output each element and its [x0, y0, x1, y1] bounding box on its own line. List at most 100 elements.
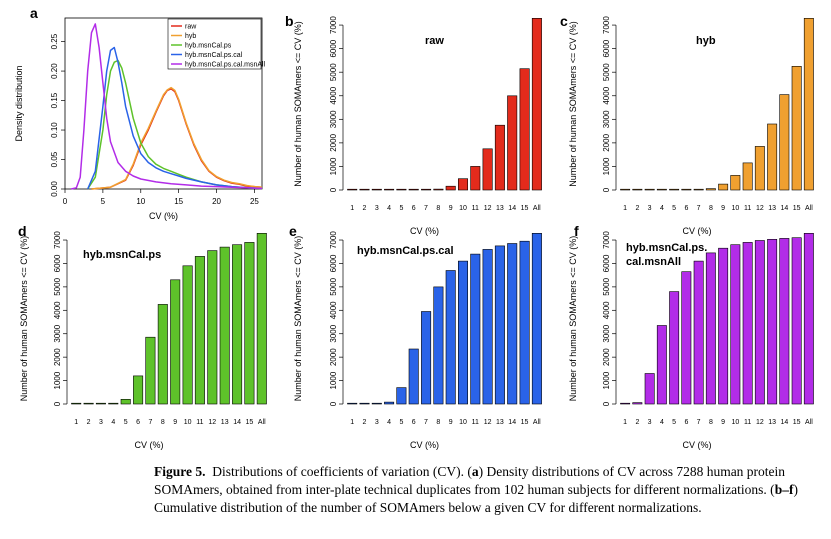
bar: [754, 146, 765, 191]
bar: [194, 256, 205, 405]
x-tick-label: 1: [350, 419, 354, 426]
x-tick-label: 14: [781, 419, 789, 426]
series-line: [87, 59, 263, 190]
x-tick-label: 5: [672, 205, 676, 212]
bar: [359, 188, 370, 191]
y-tick-label: 0.25: [50, 33, 59, 49]
bar: [470, 253, 481, 405]
panel-a: a 0.00 0.05 0.10 0.15 0.20 0.25 0 5 10 15 20 25 Densi…: [14, 5, 266, 221]
x-tick-label: 15: [521, 205, 529, 212]
y-tick-label: 5000: [329, 63, 338, 81]
x-tick-label: 13: [768, 205, 776, 212]
bar: [519, 68, 530, 191]
y-tick-label: 0.10: [50, 122, 59, 138]
bar: [620, 402, 631, 405]
bar: [730, 175, 741, 191]
x-tick-label: All: [533, 205, 541, 212]
x-tick-label: All: [258, 419, 266, 426]
x-tick-label: 3: [375, 205, 379, 212]
y-tick-label: 0.15: [50, 92, 59, 108]
y-tick-label: 0: [53, 401, 62, 406]
bar: [108, 402, 119, 405]
y-axis-title: Number of human SOMAmers <= CV (%): [293, 21, 303, 187]
bar: [408, 188, 419, 191]
panel-title: hyb: [696, 35, 716, 47]
x-tick-label: 4: [660, 419, 664, 426]
bar: [507, 243, 518, 405]
bar: [347, 188, 358, 191]
x-tick-label: 12: [484, 419, 492, 426]
x-tick-label: 5: [672, 419, 676, 426]
y-tick-label: 3000: [329, 110, 338, 128]
x-tick-label: 8: [709, 419, 713, 426]
x-tick-label: 7: [697, 419, 701, 426]
bar: [779, 238, 790, 405]
x-tick-label: 12: [756, 205, 764, 212]
y-tick-label: 5000: [53, 277, 62, 295]
bar: [371, 188, 382, 191]
panel-e: e 0 1000 2000 3000 4000 5000 6000 7000 Number of …: [289, 223, 542, 450]
x-axis-title: CV (%): [410, 440, 439, 450]
panel-title: hyb.msnCal.ps: [83, 249, 161, 261]
bar: [791, 237, 802, 405]
x-tick-label: 7: [148, 419, 152, 426]
bar: [669, 291, 680, 405]
x-tick-label: 12: [484, 205, 492, 212]
bar: [421, 188, 432, 191]
x-tick-label: 6: [412, 205, 416, 212]
y-tick-label: 2000: [329, 133, 338, 151]
x-tick-label: 6: [684, 205, 688, 212]
x-tick-label: 14: [233, 419, 241, 426]
y-tick-label: 0: [602, 401, 611, 406]
panel-title: raw: [425, 35, 444, 47]
x-tick-label: 1: [350, 205, 354, 212]
bar: [754, 240, 765, 405]
panel-c: c 0 1000 2000 3000 4000 5000 6000 7000 Number of …: [560, 13, 814, 236]
bar: [408, 348, 419, 405]
y-tick-label: 3000: [53, 324, 62, 342]
bar: [95, 402, 106, 405]
x-axis-title: CV (%): [149, 211, 178, 221]
panel-b: b 0 1000 2000 3000 4000 5000 6000 7000 Number of …: [285, 13, 542, 236]
x-tick-label: 11: [744, 205, 751, 212]
caption-label: Figure 5.: [154, 464, 206, 479]
x-tick-label: 2: [87, 419, 91, 426]
bar: [384, 401, 395, 405]
y-tick-label: 4000: [329, 301, 338, 319]
x-tick-label: 14: [781, 205, 789, 212]
panel-letter-a: a: [30, 5, 38, 21]
legend-label: hyb: [185, 33, 196, 40]
x-tick-label: 9: [173, 419, 177, 426]
x-tick-label: All: [805, 205, 813, 212]
x-tick-label: 8: [436, 419, 440, 426]
x-tick-label: 7: [424, 205, 428, 212]
x-tick-label: 11: [196, 419, 203, 426]
bar: [433, 188, 444, 191]
x-axis-title: CV (%): [410, 226, 439, 236]
x-tick-label: 15: [521, 419, 529, 426]
bar: [519, 240, 530, 405]
x-tick-label: 10: [459, 419, 467, 426]
bar: [207, 250, 218, 405]
legend-box: [167, 18, 262, 70]
bar: [470, 166, 481, 191]
bar: [384, 188, 395, 191]
y-tick-label: 2000: [53, 348, 62, 366]
bar: [742, 162, 753, 191]
panel-letter-f: f: [574, 223, 579, 239]
bar: [157, 304, 168, 405]
bar: [705, 252, 716, 405]
y-tick-label: 7000: [53, 231, 62, 249]
y-tick-label: 6000: [602, 39, 611, 57]
x-axis-title: CV (%): [683, 440, 712, 450]
x-tick-label: 11: [744, 419, 751, 426]
bar: [779, 94, 790, 191]
bar: [433, 286, 444, 405]
bar: [767, 123, 778, 191]
y-tick-label: 1000: [329, 371, 338, 389]
x-tick-label: 25: [250, 197, 259, 206]
y-tick-label: 6000: [329, 254, 338, 272]
y-tick-label: 3000: [602, 324, 611, 342]
x-tick-label: 1: [623, 205, 627, 212]
bar: [494, 124, 505, 191]
